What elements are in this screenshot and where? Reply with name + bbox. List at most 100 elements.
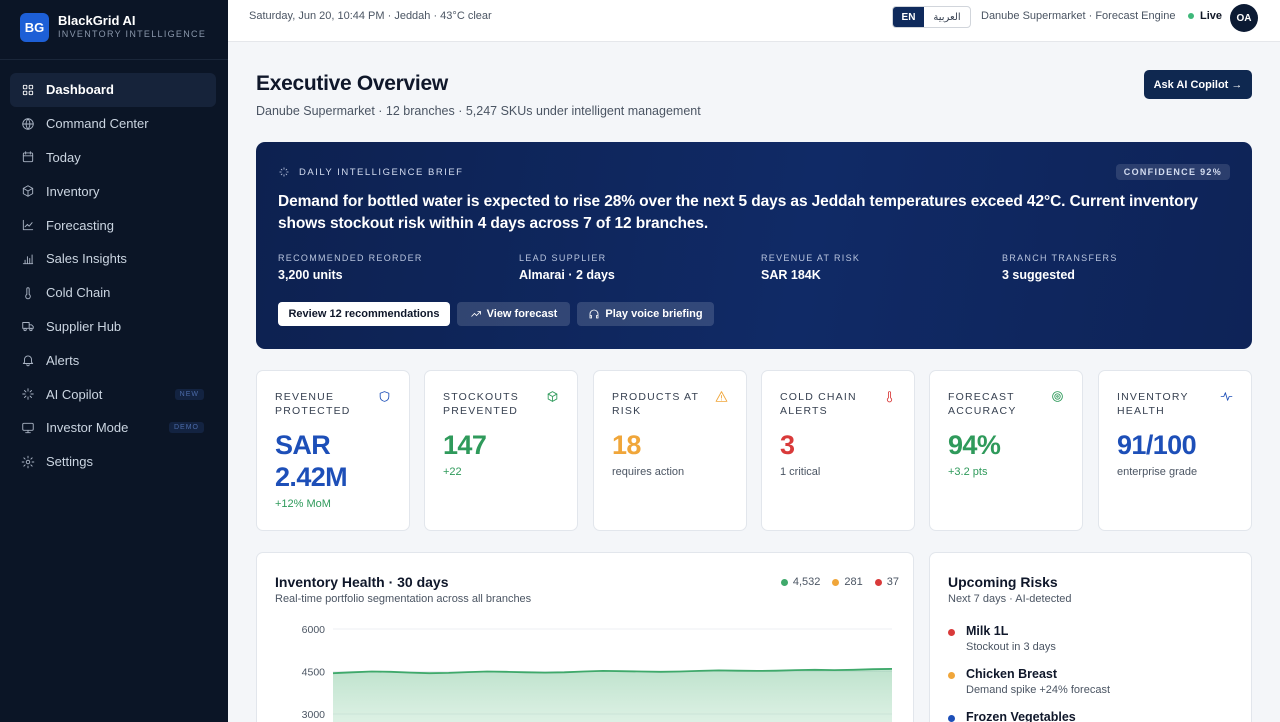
kpi-value: 18 (612, 429, 641, 461)
metric-branch-transfers: BRANCH TRANSFERS 3 suggested (1002, 253, 1118, 282)
metric-value: Almarai · 2 days (519, 268, 615, 282)
risk-dot-icon (948, 672, 955, 679)
nav-badge: NEW (174, 388, 204, 400)
cube-icon (546, 390, 559, 403)
play-voice-label: Play voice briefing (605, 308, 703, 320)
legend-warning: 281 (832, 576, 863, 588)
kpi-value: 3 (780, 429, 795, 461)
kpi-value: 91/100 (1117, 429, 1197, 461)
risk-name: Milk 1L (966, 624, 1009, 638)
health-legend: 4,532 281 37 (769, 576, 899, 588)
metric-lead-supplier: LEAD SUPPLIER Almarai · 2 days (519, 253, 615, 282)
metric-value: 3 suggested (1002, 268, 1075, 282)
inventory-health-subtitle: Real-time portfolio segmentation across … (275, 593, 532, 605)
inventory-health-title: Inventory Health · 30 days (275, 574, 449, 590)
sidebar-item-sales-insights[interactable]: Sales Insights (10, 242, 216, 276)
legend-value: 37 (886, 576, 899, 588)
kpi-card-revenue-protected[interactable]: REVENUE PROTECTED SAR 2.42M +12% MoM (256, 370, 410, 531)
legend-dot-icon (874, 578, 882, 586)
kpi-card-forecast-accuracy[interactable]: FORECAST ACCURACY 94% +3.2 pts (929, 370, 1083, 531)
risk-name: Chicken Breast (966, 667, 1058, 681)
monitor-icon (21, 421, 35, 435)
metric-label: REVENUE AT RISK (761, 253, 861, 263)
legend-healthy: 4,532 (780, 576, 821, 588)
risk-desc: Demand spike +24% forecast (966, 684, 1110, 696)
play-voice-briefing-button[interactable]: Play voice briefing (577, 302, 714, 326)
metric-value: SAR 184K (761, 268, 821, 282)
kpi-sub: +12% MoM (275, 498, 331, 510)
thermometer-icon (21, 286, 35, 300)
kpi-value-line: 18 (612, 430, 641, 460)
sidebar-item-label: AI Copilot (46, 386, 103, 402)
brand[interactable]: BG BlackGrid AI INVENTORY INTELLIGENCE (0, 0, 228, 54)
metric-label: RECOMMENDED REORDER (278, 253, 423, 263)
daily-brief-card: DAILY INTELLIGENCE BRIEF CONFIDENCE 92% … (256, 142, 1252, 349)
sidebar-item-investor-mode[interactable]: Investor Mode DEMO (10, 411, 216, 445)
y-tick-label: 6000 (302, 624, 326, 636)
review-recommendations-button[interactable]: Review 12 recommendations (278, 302, 450, 326)
kpi-value-line: 2.42M (275, 462, 348, 492)
inventory-health-chart: 6000 4500 3000 (302, 624, 893, 722)
metric-recommended-reorder: RECOMMENDED REORDER 3,200 units (278, 253, 423, 282)
kpi-label: PRODUCTS AT RISK (612, 391, 699, 417)
kpi-value-line: 147 (443, 430, 487, 460)
sidebar-item-label: Investor Mode (46, 420, 129, 436)
brand-subtitle: INVENTORY INTELLIGENCE (58, 29, 207, 39)
sidebar-item-label: Inventory (46, 183, 100, 199)
sidebar-item-label: Alerts (46, 352, 80, 368)
kpi-card-inventory-health[interactable]: INVENTORY HEALTH 91/100 enterprise grade (1098, 370, 1252, 531)
metric-label: BRANCH TRANSFERS (1002, 253, 1118, 263)
lang-en-button[interactable]: EN (893, 7, 924, 27)
legend-dot-icon (780, 578, 788, 586)
view-forecast-label: View forecast (486, 308, 558, 320)
live-dot-icon (1188, 13, 1194, 19)
kpi-label: REVENUE PROTECTED (275, 391, 351, 417)
language-toggle: EN العربية (892, 6, 971, 28)
sidebar-item-label: Today (46, 149, 81, 165)
kpi-card-products-at-risk[interactable]: PRODUCTS AT RISK 18 requires action (593, 370, 747, 531)
grid-icon (21, 83, 35, 97)
pulse-icon (1220, 390, 1233, 403)
sidebar-item-label: Settings (46, 454, 93, 470)
kpi-card-stockouts-prevented[interactable]: STOCKOUTS PREVENTED 147 +22 (424, 370, 578, 531)
risk-name: Frozen Vegetables (966, 710, 1076, 722)
sidebar-item-today[interactable]: Today (10, 141, 216, 175)
brief-label-text: DAILY INTELLIGENCE BRIEF (299, 166, 464, 178)
legend-critical: 37 (874, 576, 899, 588)
sidebar-item-dashboard[interactable]: Dashboard (10, 73, 216, 107)
gear-icon (21, 455, 35, 469)
sidebar-item-settings[interactable]: Settings (10, 445, 216, 479)
upcoming-risks-subtitle: Next 7 days · AI-detected (948, 593, 1072, 605)
sidebar-item-cold-chain[interactable]: Cold Chain (10, 276, 216, 310)
avatar[interactable]: OA (1230, 4, 1258, 32)
bell-icon (21, 353, 35, 367)
sidebar-item-inventory[interactable]: Inventory (10, 174, 216, 208)
sidebar-item-alerts[interactable]: Alerts (10, 343, 216, 377)
kpi-sub: +22 (443, 466, 462, 478)
inventory-health-card: Inventory Health · 30 days Real-time por… (256, 552, 914, 722)
live-label: Live (1200, 10, 1223, 22)
sidebar-item-command-center[interactable]: Command Center (10, 107, 216, 141)
kpi-label: FORECAST ACCURACY (948, 391, 1017, 417)
brand-logo: BG (20, 12, 49, 42)
legend-value: 281 (844, 576, 863, 588)
sidebar-item-label: Command Center (46, 116, 149, 132)
kpi-value-line: 94% (948, 430, 1001, 460)
legend-value: 4,532 (792, 576, 821, 588)
view-forecast-button[interactable]: View forecast (457, 302, 570, 326)
healthy-area (333, 668, 892, 722)
lang-ar-button[interactable]: العربية (933, 11, 961, 23)
kpi-sub: 1 critical (780, 466, 821, 478)
target-icon (1051, 390, 1064, 403)
kpi-card-cold-chain-alerts[interactable]: COLD CHAIN ALERTS 3 1 critical (761, 370, 915, 531)
calendar-icon (21, 150, 35, 164)
sidebar-item-ai-copilot[interactable]: AI Copilot NEW (10, 377, 216, 411)
sidebar-item-forecasting[interactable]: Forecasting (10, 208, 216, 242)
metric-value: 3,200 units (278, 268, 343, 282)
kpi-sub: enterprise grade (1117, 466, 1198, 478)
sidebar: BG BlackGrid AI INVENTORY INTELLIGENCE D… (0, 0, 228, 722)
sparkle-icon (21, 387, 35, 401)
sidebar-item-supplier-hub[interactable]: Supplier Hub (10, 310, 216, 344)
healthy-series-line (332, 668, 893, 675)
ask-copilot-button[interactable]: Ask AI Copilot → (1144, 70, 1252, 99)
